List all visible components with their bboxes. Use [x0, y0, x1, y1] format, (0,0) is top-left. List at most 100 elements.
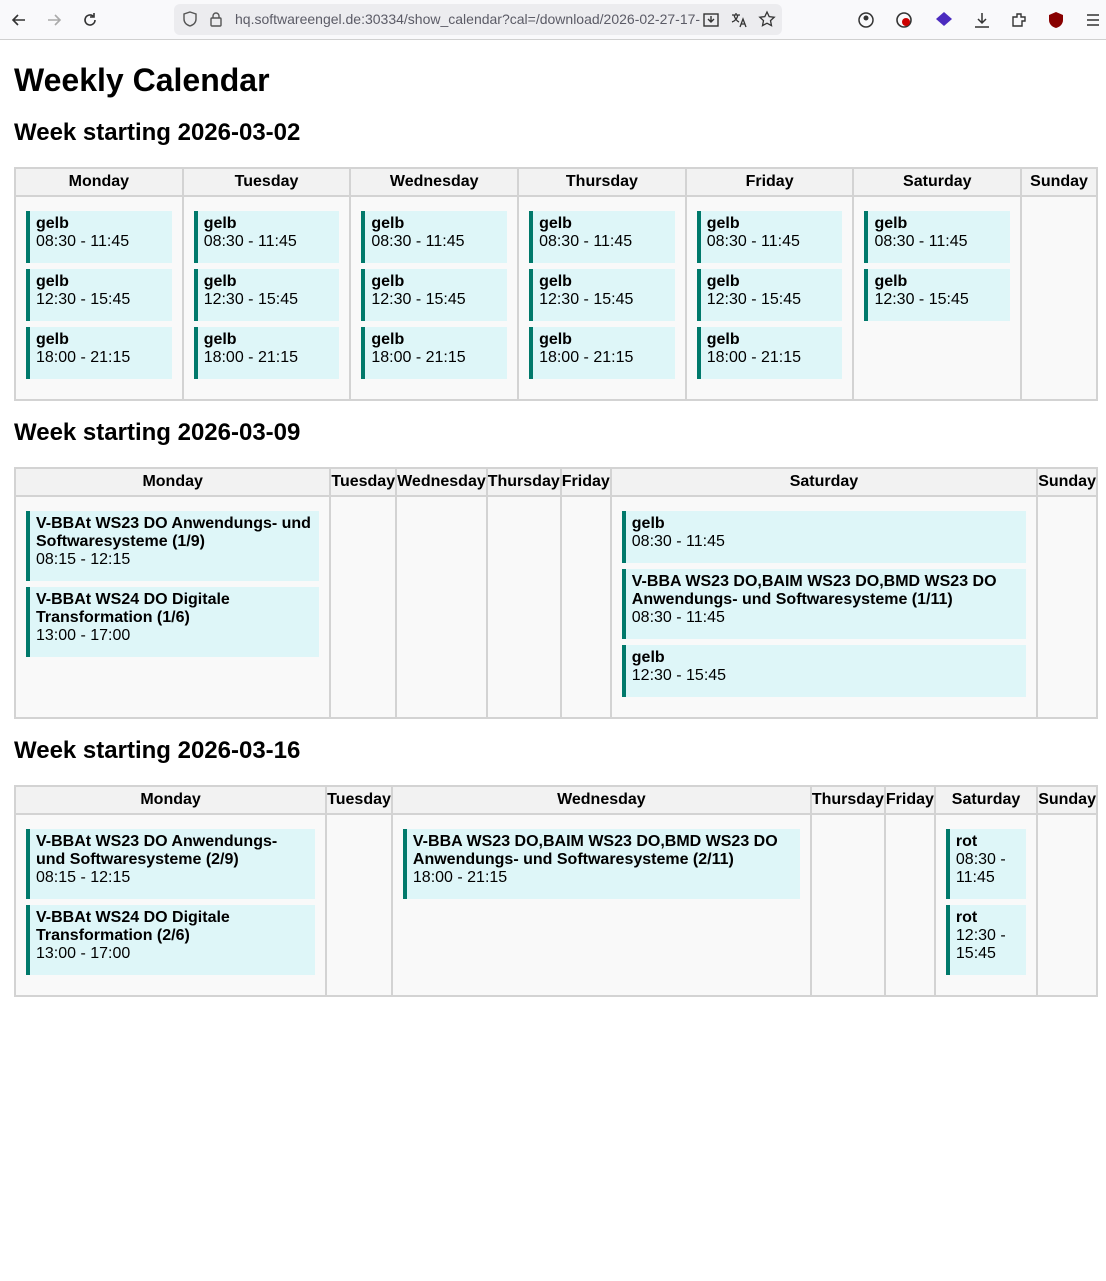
week-table: Monday Tuesday Wednesday Thursday Friday Satu…: [13, 785, 1098, 997]
day-header: Saturday: [609, 467, 1039, 497]
translate-icon[interactable]: [730, 11, 748, 29]
event-title: gelb: [539, 273, 572, 290]
account-icon[interactable]: [857, 11, 875, 29]
event-title: V-BBAt WS24 DO Digitale Transformation (…: [36, 909, 230, 944]
week-heading: Week starting 2026-03-02: [14, 119, 301, 146]
event: gelb 08:30 - 11:45: [193, 211, 340, 263]
event-title: V-BBAt WS23 DO Anwendungs- und Softwares…: [36, 515, 311, 550]
event-title: gelb: [371, 215, 405, 232]
event-title: gelb: [371, 273, 405, 290]
event-time: 18:00 - 21:15: [412, 869, 508, 886]
reload-button[interactable]: [81, 11, 99, 29]
event-title: gelb: [203, 215, 237, 232]
day-header: Wednesday: [349, 167, 520, 197]
back-button[interactable]: [10, 11, 28, 29]
event-title: V-BBAt WS23 DO Anwendungs- und Softwares…: [36, 833, 278, 868]
event: gelb 18:00 - 21:15: [193, 327, 340, 379]
shield-icon: [183, 11, 197, 27]
day-header: Thursday: [485, 467, 562, 497]
bookmark-star[interactable]: [758, 10, 776, 28]
day-header: Monday: [14, 167, 184, 197]
event-time: 12:30 - 15:45: [36, 291, 131, 308]
header-row: Monday Tuesday Wednesday Thursday Friday Satu…: [14, 167, 1098, 197]
table-head: Monday Tuesday Wednesday Thursday Friday Satu…: [14, 167, 1098, 197]
day-cell: gelb 08:30 - 11:45 gelb 12:30 - 15:45: [852, 195, 1023, 401]
day-header: Thursday: [809, 785, 886, 815]
day-cell: [1020, 195, 1098, 401]
event-title: gelb: [706, 273, 740, 290]
event: gelb 08:30 - 11:45: [26, 211, 172, 263]
event-time: 08:30 - 11:45: [631, 533, 725, 550]
event-title: V-BBAt WS24 DO Digitale Transformation (…: [36, 591, 230, 626]
event-time: 08:15 - 12:15: [36, 551, 131, 568]
day-cell: [325, 813, 393, 997]
event-title: gelb: [874, 273, 908, 290]
event-time: 12:30 - 15:45: [706, 291, 802, 308]
event: rot 08:30 - 11:45: [945, 829, 1027, 899]
event-title: gelb: [203, 273, 237, 290]
event: rot 12:30 - 15:45: [945, 905, 1027, 975]
table-body: V-BBAt WS23 DO Anwendungs- und Softwares…: [13, 495, 1098, 719]
event-title: gelb: [539, 215, 572, 232]
week-heading: Week starting 2026-03-09: [14, 419, 301, 446]
day-header: Saturday: [852, 167, 1023, 197]
event: gelb 08:30 - 11:45: [361, 211, 508, 263]
table-head: Monday Tuesday Wednesday Thursday Friday Satu…: [13, 785, 1098, 815]
event: gelb 18:00 - 21:15: [696, 327, 843, 379]
day-header: Wednesday: [390, 785, 812, 815]
event: gelb 12:30 - 15:45: [696, 269, 843, 321]
event: V-BBA WS23 DO,BAIM WS23 DO,BMD WS23 DO A…: [621, 569, 1027, 639]
event: V-BBAt WS24 DO Digitale Transformation (…: [26, 587, 320, 657]
event-time: 12:30 - 15:45: [631, 667, 727, 684]
install-icon[interactable]: [702, 11, 720, 29]
day-cell: [883, 813, 936, 997]
event: gelb 08:30 - 11:45: [864, 211, 1011, 263]
event-title: V-BBA WS23 DO,BAIM WS23 DO,BMD WS23 DO A…: [412, 833, 778, 868]
day-header: Monday: [13, 467, 332, 497]
extensions-button[interactable]: [1010, 11, 1028, 29]
event: gelb 08:30 - 11:45: [529, 211, 675, 263]
event: gelb 12:30 - 15:45: [864, 269, 1011, 321]
event-title: gelb: [874, 215, 908, 232]
day-cell: rot 08:30 - 11:45 rot 12:30 - 15:45: [933, 813, 1039, 997]
day-cell: [395, 495, 488, 719]
extension-icon[interactable]: [935, 11, 953, 29]
day-header: Friday: [684, 167, 855, 197]
menu-button[interactable]: [1085, 11, 1101, 29]
day-cell: V-BBA WS23 DO,BAIM WS23 DO,BMD WS23 DO A…: [390, 813, 812, 997]
extension-icon[interactable]: [895, 11, 913, 29]
day-cell: [1036, 495, 1098, 719]
event: gelb 12:30 - 15:45: [361, 269, 508, 321]
event: gelb 18:00 - 21:15: [361, 327, 508, 379]
ublock-icon[interactable]: [1047, 11, 1065, 29]
event: gelb 18:00 - 21:15: [26, 327, 172, 379]
event: V-BBAt WS24 DO Digitale Transformation (…: [26, 905, 316, 975]
event-title: gelb: [371, 331, 405, 348]
page-title: Weekly Calendar: [14, 62, 270, 98]
address-bar[interactable]: hq.softwareengel.de:30334/show_calendar?…: [174, 4, 782, 35]
downloads-button[interactable]: [973, 11, 991, 29]
event-time: 08:30 - 11:45: [874, 233, 968, 250]
day-cell: gelb 08:30 - 11:45 gelb 12:30 - 15:45 gelb 18…: [14, 195, 184, 401]
day-cell: gelb 08:30 - 11:45 gelb 12:30 - 15:45 gelb 18…: [349, 195, 520, 401]
event-time: 18:00 - 21:15: [706, 349, 802, 366]
event-title: gelb: [539, 331, 572, 348]
week-table: Monday Tuesday Wednesday Thursday Friday Satu…: [14, 167, 1098, 401]
event-time: 08:30 - 11:45: [539, 233, 633, 250]
week-heading: Week starting 2026-03-16: [14, 737, 301, 764]
header-row: Monday Tuesday Wednesday Thursday Friday Satu…: [13, 467, 1098, 497]
day-header: Tuesday: [329, 467, 398, 497]
forward-button[interactable]: [45, 11, 63, 29]
day-header: Friday: [883, 785, 936, 815]
table-body: V-BBAt WS23 DO Anwendungs- und Softwares…: [13, 813, 1098, 997]
event-time: 08:30 - 11:45: [371, 233, 465, 250]
day-header: Sunday: [1036, 467, 1098, 497]
day-cell: gelb 08:30 - 11:45 gelb 12:30 - 15:45 gelb 18…: [517, 195, 687, 401]
event-time: 12:30 - 15:45: [955, 927, 1006, 962]
event-title: gelb: [631, 515, 665, 532]
event-time: 12:30 - 15:45: [371, 291, 466, 308]
lock-icon: [210, 12, 222, 27]
event: V-BBAt WS23 DO Anwendungs- und Softwares…: [26, 829, 316, 899]
